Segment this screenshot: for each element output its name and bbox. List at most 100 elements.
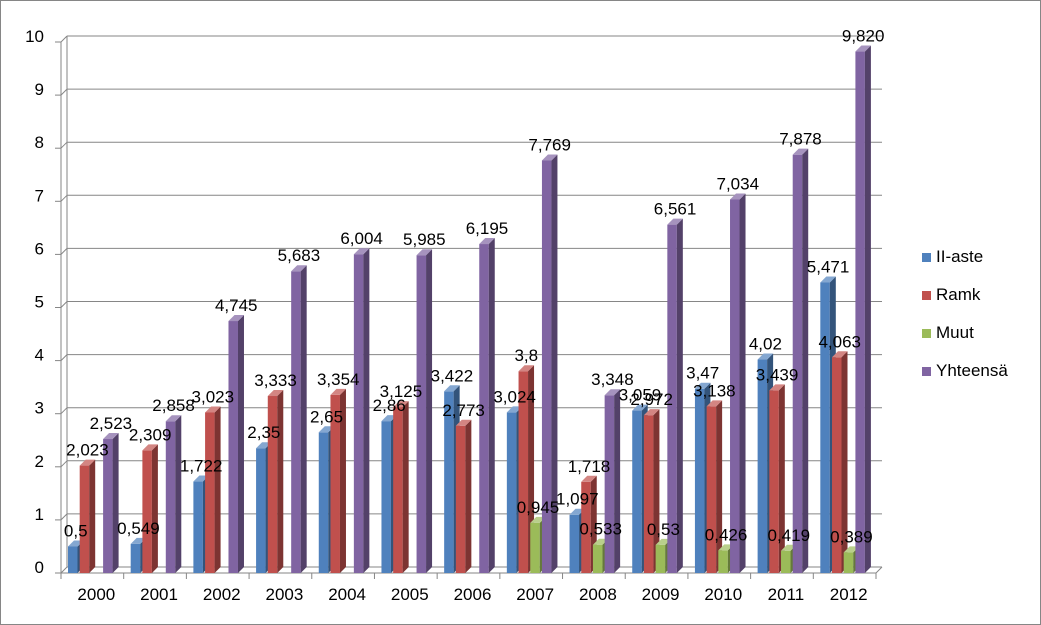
y-tick-label: 9 <box>35 80 44 99</box>
data-label: 3,422 <box>431 366 474 385</box>
data-label: 3,125 <box>380 382 423 401</box>
data-label: 3,059 <box>619 386 662 405</box>
data-label: 0,5 <box>64 521 88 540</box>
bar <box>781 550 791 573</box>
data-label: 2,023 <box>66 441 109 460</box>
bar <box>205 412 215 573</box>
bar <box>569 514 580 573</box>
bar-top <box>416 249 433 256</box>
y-tick-label: 7 <box>35 186 44 205</box>
bar <box>193 481 203 573</box>
data-label: 5,683 <box>278 246 321 265</box>
data-label: 2,773 <box>442 401 485 420</box>
bar <box>291 271 301 573</box>
bar-side <box>112 433 119 573</box>
bar-top <box>291 265 307 272</box>
bar-side <box>739 193 746 573</box>
bar <box>604 395 615 573</box>
data-label: 5,471 <box>807 257 850 276</box>
y-tick-label: 0 <box>35 558 44 577</box>
data-label: 1,722 <box>180 457 223 476</box>
data-label: 3,8 <box>514 346 538 365</box>
gridline-depth <box>60 460 68 468</box>
bar-top <box>165 415 182 422</box>
data-label: 0,945 <box>517 498 560 517</box>
y-tick-label: 10 <box>25 27 44 46</box>
data-label: 4,063 <box>818 332 861 351</box>
bar <box>706 406 717 573</box>
data-label: 4,745 <box>215 296 258 315</box>
data-label: 9,820 <box>842 27 885 46</box>
data-label: 2,309 <box>129 425 172 444</box>
bar <box>381 421 391 573</box>
bar <box>330 394 340 573</box>
bar-top <box>718 544 734 551</box>
bar-side <box>614 389 621 573</box>
bar-top <box>353 248 370 255</box>
bar <box>667 224 677 573</box>
bar <box>479 244 489 573</box>
floor-right-edge <box>875 566 883 574</box>
data-label: 3,333 <box>254 371 297 390</box>
bar-top <box>79 459 96 466</box>
y-tick-label: 4 <box>35 346 44 365</box>
bar-top <box>455 419 472 426</box>
bar <box>843 552 854 573</box>
bar-side <box>237 315 244 573</box>
x-tick-label: 2007 <box>516 585 554 604</box>
data-label: 6,561 <box>654 200 697 219</box>
bar-top <box>632 404 648 411</box>
bar-side <box>653 409 660 573</box>
bar-top <box>541 154 558 161</box>
gridline-depth <box>60 513 68 521</box>
bar-side <box>802 148 809 573</box>
data-label: 3,024 <box>493 387 536 406</box>
legend-label: Yhteensä <box>936 361 1008 380</box>
bar-top <box>643 409 660 416</box>
x-tick-label: 2011 <box>768 585 805 604</box>
x-tick-label: 2006 <box>454 585 492 604</box>
bar-top <box>381 415 397 422</box>
bar <box>757 359 768 573</box>
bar-top <box>694 382 711 389</box>
bar-top <box>730 193 746 200</box>
bar <box>643 415 654 573</box>
bar-top <box>655 538 672 545</box>
bar-top <box>792 148 809 155</box>
gridline-depth <box>60 194 68 202</box>
bar-top <box>581 475 597 482</box>
bar-top <box>781 544 797 551</box>
legend-item: Yhteensä <box>922 352 1034 390</box>
bar-side <box>89 459 96 573</box>
data-label: 7,878 <box>779 130 822 149</box>
bar-top <box>569 508 586 515</box>
data-label: 5,985 <box>403 230 446 249</box>
y-tick-label: 3 <box>35 399 44 418</box>
bar <box>832 357 842 573</box>
bar-side <box>551 154 558 573</box>
x-tick-label: 2003 <box>266 585 304 604</box>
x-tick-label: 2012 <box>830 585 868 604</box>
legend-swatch <box>922 366 931 376</box>
bar <box>68 546 78 573</box>
data-label: 0,53 <box>647 520 680 539</box>
bar <box>655 544 666 573</box>
bar <box>632 410 642 573</box>
y-tick-label: 1 <box>35 505 44 524</box>
bar <box>769 390 779 573</box>
bar-top <box>757 353 774 360</box>
bar <box>855 51 865 574</box>
bar <box>256 448 266 573</box>
bar <box>792 154 803 573</box>
data-label: 3,348 <box>591 370 634 389</box>
gridline-depth <box>60 407 68 415</box>
data-label: 6,195 <box>466 219 509 238</box>
bar-side <box>465 419 472 573</box>
legend-label: II-aste <box>936 247 984 266</box>
x-tick-label: 2001 <box>140 585 178 604</box>
bar-top <box>855 45 871 52</box>
data-label: 2,35 <box>247 423 280 442</box>
bar-top <box>267 390 284 397</box>
bar <box>416 255 427 573</box>
data-label: 2,65 <box>310 407 343 426</box>
